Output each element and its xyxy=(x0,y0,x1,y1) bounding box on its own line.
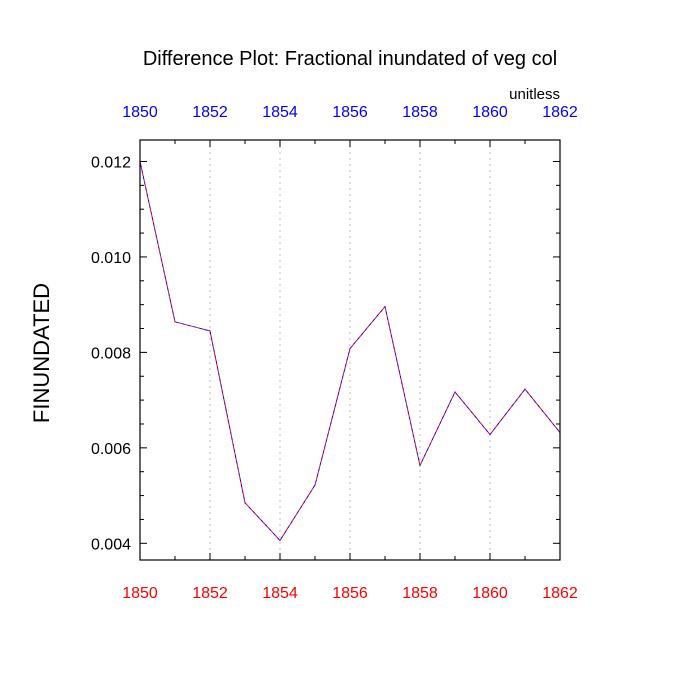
y-tick-label: 0.008 xyxy=(91,345,131,362)
x-tick-label-top: 1850 xyxy=(122,104,158,121)
data-point xyxy=(419,464,421,467)
data-point xyxy=(174,321,176,323)
x-tick-label-bottom: 1852 xyxy=(192,585,228,602)
x-tick-label-top: 1856 xyxy=(332,104,368,121)
series-layer xyxy=(139,160,561,542)
x-tick-label-top: 1852 xyxy=(192,104,228,121)
label-layer: 1850 1850 1852 1852 1854 1854 1856 1856 1858 1858… xyxy=(91,104,578,602)
data-point xyxy=(349,347,351,350)
data-point xyxy=(209,330,211,332)
x-tick-label-bottom: 1854 xyxy=(262,585,298,602)
y-tick-label: 0.012 xyxy=(91,154,131,171)
x-tick-label-bottom: 1858 xyxy=(402,585,438,602)
x-tick-label-top: 1858 xyxy=(402,104,438,121)
x-tick-label-bottom: 1850 xyxy=(122,585,158,602)
y-tick-label: 0.004 xyxy=(91,536,131,553)
y-tick-label: 0.010 xyxy=(91,250,131,267)
x-tick-label-top: 1860 xyxy=(472,104,508,121)
y-tick-label: 0.006 xyxy=(91,441,131,458)
chart-title: Difference Plot: Fractional inundated of… xyxy=(143,48,557,70)
data-point xyxy=(489,433,491,436)
x-tick-label-bottom: 1860 xyxy=(472,585,508,602)
y-axis-label: FINUNDATED xyxy=(29,283,54,423)
units-label: unitless xyxy=(509,86,560,103)
x-tick-label-bottom: 1862 xyxy=(542,585,578,602)
x-tick-label-bottom: 1856 xyxy=(332,585,368,602)
data-point xyxy=(244,502,246,504)
data-point xyxy=(314,484,316,486)
data-point xyxy=(524,388,526,390)
x-tick-label-top: 1862 xyxy=(542,104,578,121)
x-tick-label-top: 1854 xyxy=(262,104,298,121)
data-point xyxy=(454,391,456,393)
data-point xyxy=(384,305,386,308)
plot-frame xyxy=(139,139,561,561)
data-point xyxy=(279,539,281,542)
